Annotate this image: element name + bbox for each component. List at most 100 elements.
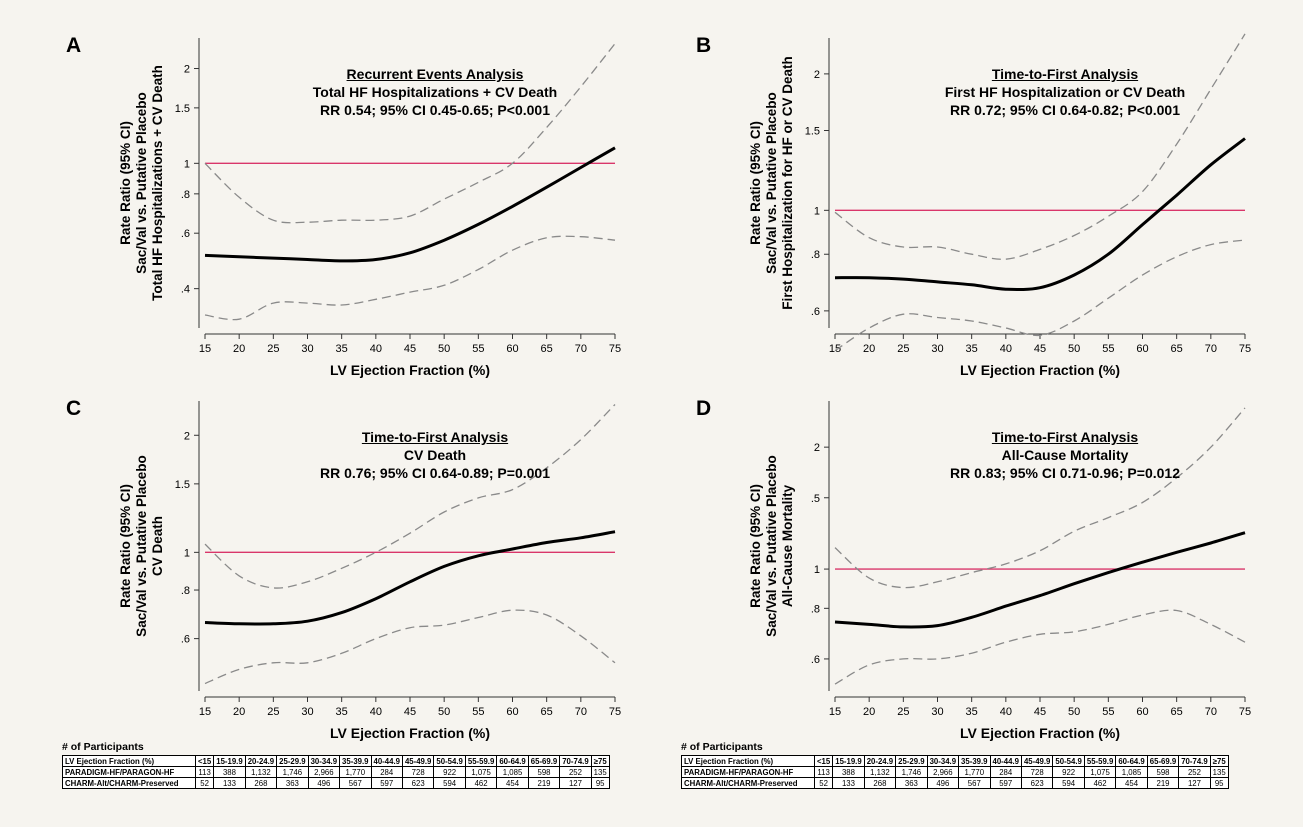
panel-c: C Rate Ratio (95% CI) Sac/Val vs. Putative… — [60, 393, 621, 753]
upper-ci-line — [204, 43, 616, 224]
table-cell: 252 — [559, 766, 592, 778]
x-tick-label: 50 — [1068, 706, 1080, 718]
table-cell: 1,746 — [895, 766, 928, 778]
plot-area: 15 20 25 30 35 40 45 50 55 60 65 70 75 .6 .8 1 1.5 2 — [175, 401, 621, 718]
table-cell: <15 — [194, 755, 215, 767]
table-cell: 65-69.9 — [527, 755, 561, 767]
y-tick-label: 2 — [184, 64, 190, 76]
table-cell: 133 — [832, 777, 865, 789]
x-tick-label: 20 — [233, 706, 245, 718]
table-header-row: LV Ejection Fraction (%) <15 15-19.9 20-24.… — [62, 755, 610, 767]
table-cell: 70-74.9 — [1178, 755, 1211, 767]
annotation-stat: RR 0.54; 95% CI 0.45-0.65; P<0.001 — [320, 102, 550, 118]
y-tick-label: .6 — [181, 228, 190, 240]
x-tick-label: 25 — [267, 343, 279, 355]
x-tick-label: 70 — [575, 706, 587, 718]
panel-letter: D — [696, 397, 712, 420]
table-cell: 728 — [1020, 766, 1054, 778]
participants-table-left: # of Participants LV Ejection Fraction (%… — [62, 741, 610, 789]
stat-annotation: Time-to-First Analysis All-Cause Mortalit… — [895, 428, 1235, 482]
annotation-subtitle: CV Death — [403, 447, 467, 463]
table-cell: ≥75 — [590, 755, 610, 767]
table-cell: 922 — [1052, 766, 1085, 778]
table-cell: 25-29.9 — [895, 755, 928, 767]
table-cell: 52 — [194, 777, 215, 789]
y-tick-label: .4 — [181, 284, 190, 296]
x-tick-label: 45 — [404, 343, 416, 355]
y-tick-label: 2 — [814, 69, 820, 81]
table-cell: 598 — [1146, 766, 1180, 778]
table-cell: 55-59.9 — [1083, 755, 1117, 767]
table-row: PARADIGM-HF/PARAGON-HF 113 388 1,132 1,746 2,… — [681, 766, 1229, 778]
x-tick-label: 20 — [233, 343, 245, 355]
table-cell: 388 — [213, 766, 246, 778]
table-cell: 113 — [194, 766, 215, 778]
x-tick-label: 65 — [541, 706, 553, 718]
y-tick-label: 1 — [814, 205, 820, 217]
y-tick-label: 1 — [184, 158, 190, 170]
table-cell: 55-59.9 — [464, 755, 498, 767]
x-axis-label: LV Ejection Fraction (%) — [960, 362, 1120, 378]
table-cell: 25-29.9 — [276, 755, 309, 767]
table-cell: 70-74.9 — [559, 755, 592, 767]
table-cell: 454 — [1115, 777, 1148, 789]
estimate-line — [834, 137, 1246, 292]
table-cell: 728 — [401, 766, 435, 778]
table-cell: 133 — [213, 777, 246, 789]
plot-area: 15 20 25 30 35 40 45 50 55 60 65 70 75 .4 .6 .8 1 1.5 2 — [175, 38, 621, 355]
table-cell: 15-19.9 — [213, 755, 246, 767]
x-tick-label: 35 — [966, 706, 978, 718]
table-row: CHARM-Alt/CHARM-Preserved 52 133 268 363 496 5… — [681, 777, 1229, 789]
x-tick-label: 25 — [897, 343, 909, 355]
table-cell: 252 — [1178, 766, 1211, 778]
x-tick-label: 20 — [863, 706, 875, 718]
table-cell: 462 — [1083, 777, 1117, 789]
table-cell: 135 — [590, 766, 610, 778]
row-label-cell: PARADIGM-HF/PARAGON-HF — [62, 766, 196, 778]
table-cell: 50-54.9 — [433, 755, 466, 767]
annotation-title: Time-to-First Analysis — [991, 429, 1139, 445]
table-cell: 1,075 — [464, 766, 498, 778]
annotation-stat: RR 0.72; 95% CI 0.64-0.82; P<0.001 — [950, 102, 1180, 118]
estimate-line — [204, 146, 616, 263]
x-tick-label: 50 — [438, 706, 450, 718]
x-tick-label: 40 — [370, 343, 382, 355]
table-cell: 597 — [370, 777, 403, 789]
table-cell: 1,132 — [863, 766, 897, 778]
table-cell: 40-44.9 — [989, 755, 1022, 767]
x-tick-label: 30 — [301, 343, 313, 355]
x-tick-label: 70 — [575, 343, 587, 355]
x-axis-label: LV Ejection Fraction (%) — [330, 725, 490, 741]
y-tick-label: 1.5 — [175, 103, 190, 115]
annotation-subtitle: All-Cause Mortality — [1001, 447, 1129, 463]
x-tick-label: 25 — [897, 706, 909, 718]
row-label-cell: CHARM-Alt/CHARM-Preserved — [681, 777, 815, 789]
x-tick-label: 15 — [199, 706, 211, 718]
annotation-subtitle: Total HF Hospitalizations + CV Death — [312, 84, 558, 100]
x-tick-label: 40 — [1000, 706, 1012, 718]
row-label-cell: CHARM-Alt/CHARM-Preserved — [62, 777, 196, 789]
table-cell: 594 — [1052, 777, 1085, 789]
table-cell: 113 — [813, 766, 834, 778]
x-tick-label: 65 — [541, 343, 553, 355]
y-tick-label: 1.5 — [175, 479, 190, 491]
table-cell: 388 — [832, 766, 865, 778]
x-tick-label: 35 — [336, 343, 348, 355]
panel-letter: A — [66, 34, 82, 57]
table-cell: 219 — [527, 777, 561, 789]
participants-table: LV Ejection Fraction (%) <15 15-19.9 20-24.… — [681, 755, 1229, 789]
table-cell: 40-44.9 — [370, 755, 403, 767]
lower-ci-line — [204, 235, 616, 321]
upper-ci-line — [834, 33, 1246, 260]
table-cell: 45-49.9 — [1020, 755, 1054, 767]
table-cell: 135 — [1209, 766, 1229, 778]
estimate-line — [834, 531, 1246, 629]
x-tick-label: 75 — [609, 343, 621, 355]
table-cell: 623 — [401, 777, 435, 789]
x-tick-label: 55 — [1102, 343, 1114, 355]
x-tick-label: 30 — [931, 343, 943, 355]
table-cell: 20-24.9 — [244, 755, 278, 767]
table-cell: 30-34.9 — [307, 755, 341, 767]
table-cell: 52 — [813, 777, 834, 789]
table-cell: 50-54.9 — [1052, 755, 1085, 767]
